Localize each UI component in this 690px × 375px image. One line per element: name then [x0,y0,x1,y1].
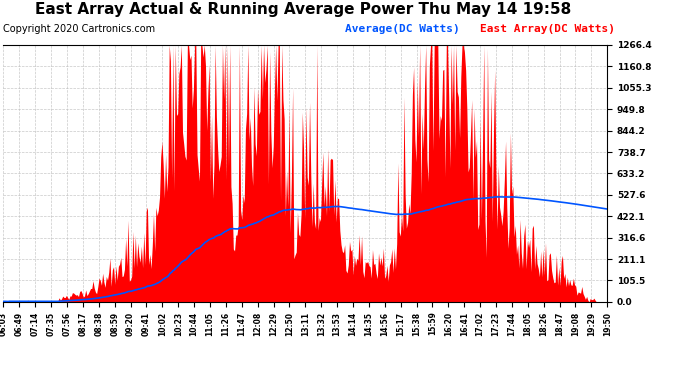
Text: Copyright 2020 Cartronics.com: Copyright 2020 Cartronics.com [3,24,155,34]
Text: East Array(DC Watts): East Array(DC Watts) [480,24,615,34]
Text: East Array Actual & Running Average Power Thu May 14 19:58: East Array Actual & Running Average Powe… [35,2,572,17]
Text: Average(DC Watts): Average(DC Watts) [345,24,460,34]
